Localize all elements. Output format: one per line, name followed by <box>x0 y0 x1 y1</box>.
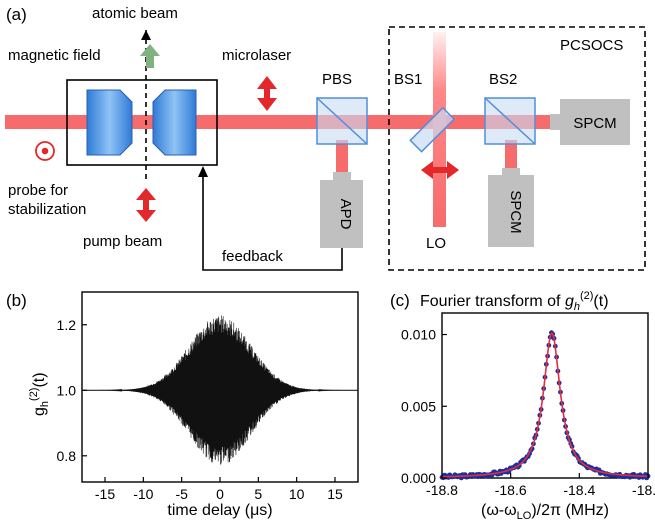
panel-b-signal-trace <box>81 315 359 465</box>
panel-b-xtick-label: 10 <box>289 486 305 502</box>
panel-c-frame <box>441 312 649 479</box>
panel-c-xtick-label: -18.8 <box>426 482 458 498</box>
panel-c-y-axis: 0.000 0.005 0.010 <box>401 327 447 486</box>
bs2-label: BS2 <box>489 71 517 88</box>
panel-b-xlabel: time delay (μs) <box>167 502 272 519</box>
main-laser-beam <box>5 115 560 129</box>
feedback-label: feedback <box>222 248 283 265</box>
atomic-beam-label: atomic beam <box>92 5 178 22</box>
microlaser-polarization-arrow-icon <box>257 76 277 111</box>
bs2-diagonal <box>484 97 536 145</box>
panel-c-data-points <box>439 330 651 481</box>
bs1-label: BS1 <box>394 71 422 88</box>
atomic-beam-arrowhead-icon <box>141 30 151 40</box>
panel-b-x-axis: -15 -10 -5 0 5 10 15 <box>95 477 343 502</box>
panel-b-ylabel-sup: (2) <box>28 388 40 401</box>
left-cavity-mirror-icon <box>86 89 133 156</box>
panel-c: (c) Fourier transform of gh(2)(t) -18.8-… <box>390 290 655 522</box>
panel-c-x-axis: -18.8 -18.6 -18.4 -18.2 <box>426 473 655 498</box>
panel-c-title-sub: h <box>574 301 580 313</box>
bs2-down-beam <box>505 140 517 172</box>
bs1-plate <box>409 106 456 153</box>
spcm-bottom-label: SPCM <box>507 190 524 233</box>
panel-b-ylabel: gh(2)(t) <box>28 372 51 416</box>
panel-b: (b) -15 -10 -5 0 5 10 15 0.8 1.0 1.2 time delay … <box>6 291 359 519</box>
panel-c-title: Fourier transform of gh(2)(t) <box>420 290 609 313</box>
spcm-bottom-detector <box>488 175 534 247</box>
probe-symbol-inner-icon <box>41 147 49 155</box>
panel-b-xtick-label: 0 <box>216 486 224 502</box>
panel-c-title-tail: (t) <box>593 293 608 310</box>
apd-detector-cap <box>333 172 351 182</box>
feedback-arrowhead-icon <box>198 166 208 177</box>
panel-b-ytick-label: 1.2 <box>57 317 77 333</box>
panel-b-ytick-label: 1.0 <box>57 382 77 398</box>
spcm-bottom-cap <box>502 168 520 178</box>
apd-detector <box>320 180 363 248</box>
panel-b-oscillation <box>81 315 359 465</box>
microlaser-label: microlaser <box>222 47 291 64</box>
panel-a-label: (a) <box>6 5 27 24</box>
panel-c-label: (c) <box>390 291 410 310</box>
panel-b-ylabel-tail: (t) <box>31 372 48 387</box>
probe-label-line1: probe for <box>8 182 68 199</box>
panel-c-fit-curve <box>441 332 649 478</box>
lo-label: LO <box>426 235 446 252</box>
panel-c-title-sup: (2) <box>580 290 593 302</box>
cavity-box <box>66 79 218 166</box>
panel-c-ytick-label: 0.005 <box>401 398 436 414</box>
panel-b-ytick-label: 0.8 <box>57 448 77 464</box>
panel-c-xtick-label: -18.4 <box>563 482 595 498</box>
pbs-label: PBS <box>322 71 352 88</box>
svg-text:gh(2)(t): gh(2)(t) <box>28 372 51 416</box>
panel-b-xtick-label: -15 <box>95 486 115 502</box>
lo-polarization-arrow-icon <box>421 161 459 179</box>
panel-c-xlabel: (ω-ωLO)/2π (MHz) <box>481 502 609 522</box>
panel-a: (a) PCSOCS atomic beam magnetic field mi… <box>5 5 646 271</box>
feedback-line <box>202 170 343 271</box>
pump-beam-polarization-arrow-icon <box>136 188 156 222</box>
panel-b-ylabel-sub: h <box>39 401 51 407</box>
panel-c-ytick-label: 0.000 <box>401 470 436 486</box>
pump-beam-label: pump beam <box>83 233 162 250</box>
magnetic-field-arrow-icon <box>140 44 160 68</box>
panel-b-xtick-label: 5 <box>254 486 262 502</box>
spcm-right-label: SPCM <box>573 115 616 132</box>
panel-c-xlabel-prefix: (ω-ω <box>481 502 517 519</box>
apd-label: APD <box>337 199 354 230</box>
right-cavity-mirror-icon <box>152 89 197 156</box>
pbs-down-beam <box>336 140 348 180</box>
pcsocs-label: PCSOCS <box>560 37 623 54</box>
panel-b-xtick-label: -10 <box>133 486 153 502</box>
probe-label-line2: stabilization <box>8 201 86 218</box>
panel-c-title-g: g <box>565 293 574 310</box>
pbs-diagonal <box>316 97 368 145</box>
panel-b-label: (b) <box>6 291 27 310</box>
panel-c-xtick-label: -18.6 <box>495 482 527 498</box>
panel-b-xtick-label: 15 <box>327 486 343 502</box>
panel-c-title-prefix: Fourier transform of <box>420 293 565 310</box>
spcm-right-cap <box>550 114 562 130</box>
panel-b-ylabel-main: g <box>31 407 48 416</box>
panel-b-xtick-label: -5 <box>175 486 188 502</box>
spcm-right-detector <box>560 99 630 145</box>
panel-c-xlabel-sub: LO <box>517 510 532 522</box>
panel-b-y-axis: 0.8 1.0 1.2 <box>57 317 87 464</box>
panel-c-xlabel-suffix: )/2π (MHz) <box>531 502 609 519</box>
magnetic-field-label: magnetic field <box>8 47 101 64</box>
panel-c-xtick-label: -18.2 <box>632 482 655 498</box>
panel-c-ytick-label: 0.010 <box>401 327 436 343</box>
